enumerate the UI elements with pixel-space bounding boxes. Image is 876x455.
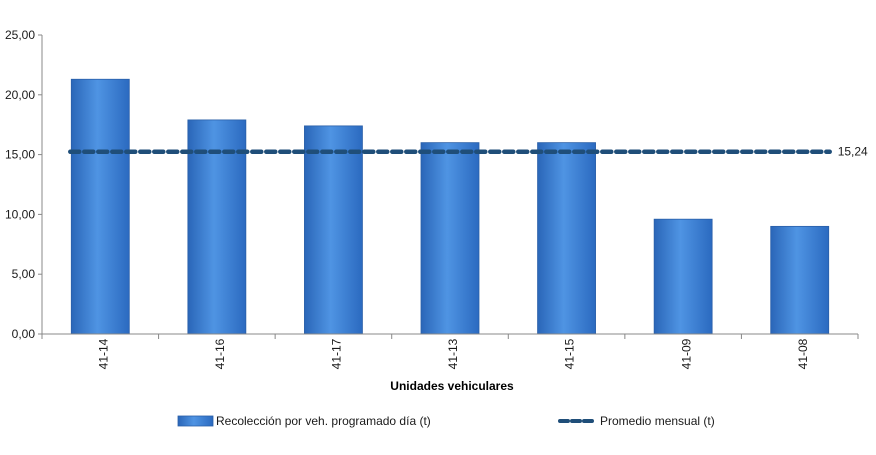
y-tick-label: 25,00 bbox=[5, 28, 35, 42]
legend: Recolección por veh. programado día (t) … bbox=[177, 414, 715, 428]
bar bbox=[770, 225, 830, 335]
bar bbox=[537, 142, 596, 335]
x-tick-label: 41-09 bbox=[679, 338, 693, 369]
y-tick-label: 20,00 bbox=[5, 88, 35, 102]
bars bbox=[70, 78, 830, 335]
x-tick-label: 41-08 bbox=[796, 338, 810, 369]
x-tick-label: 41-17 bbox=[330, 338, 344, 369]
y-tick-label: 5,00 bbox=[12, 267, 36, 281]
bar bbox=[420, 142, 480, 335]
x-tick-label: 41-15 bbox=[563, 338, 577, 369]
x-tick-label: 41-13 bbox=[446, 338, 460, 369]
y-tick-label: 10,00 bbox=[5, 207, 35, 221]
x-axis: 41-14 41-16 41-17 41-13 41-15 41-09 41-08 bbox=[41, 333, 859, 369]
y-axis: 0,00 5,00 10,00 15,00 20,00 25,00 bbox=[5, 28, 43, 341]
x-tick-label: 41-16 bbox=[213, 338, 227, 369]
legend-bar-label: Recolección por veh. programado día (t) bbox=[216, 414, 431, 428]
legend-bar-swatch bbox=[177, 415, 214, 427]
x-axis-title: Unidades vehiculares bbox=[390, 379, 514, 393]
bar bbox=[653, 218, 713, 335]
average-data-label: 15,24 bbox=[838, 145, 868, 159]
x-tick-label: 41-14 bbox=[96, 338, 110, 369]
average-line: 15,24 bbox=[68, 145, 868, 159]
y-tick-label: 0,00 bbox=[12, 327, 36, 341]
bar bbox=[304, 125, 363, 335]
bar bbox=[70, 78, 130, 335]
legend-line-label: Promedio mensual (t) bbox=[600, 414, 715, 428]
y-tick-label: 15,00 bbox=[5, 148, 35, 162]
